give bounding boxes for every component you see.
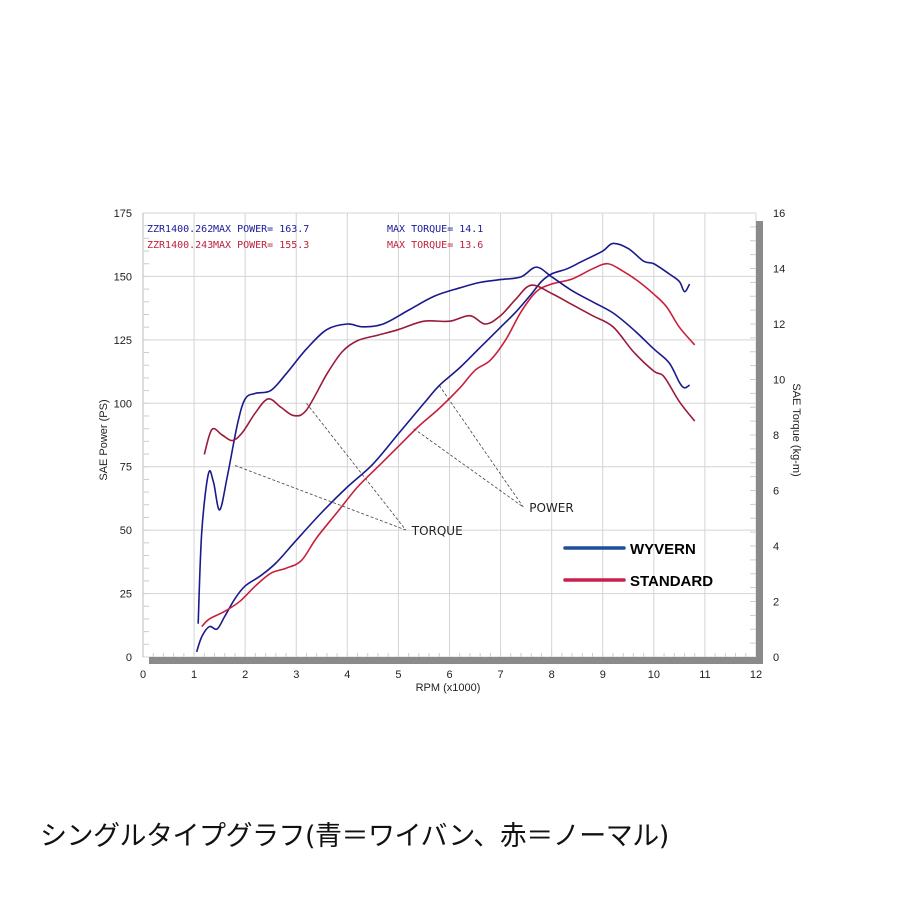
- x-tick-label: 12: [750, 669, 762, 681]
- x-tick-label: 8: [549, 669, 555, 681]
- y2-tick-label: 4: [773, 541, 779, 553]
- series-wyvern-power: [195, 242, 691, 653]
- x-tick-label: 11: [699, 669, 710, 681]
- x-tick-label: 4: [344, 669, 350, 681]
- y2-tick-label: 12: [773, 319, 785, 331]
- series-standard-power: [201, 262, 696, 628]
- x-tick-label: 0: [140, 669, 146, 681]
- legend-label-standard: STANDARD: [630, 573, 713, 590]
- annotation-torque: TORQUE: [411, 524, 463, 538]
- y-tick-label: 150: [114, 271, 132, 283]
- y2-tick-label: 6: [773, 486, 779, 498]
- y2-tick-label: 14: [773, 264, 785, 276]
- y2-axis-bar: [756, 221, 763, 664]
- y2-tick-label: 16: [773, 208, 785, 220]
- y-tick-label: 25: [120, 589, 132, 601]
- max-power-value: MAX POWER= 163.7: [213, 224, 309, 235]
- annotation-leader: [234, 465, 406, 531]
- annotation-leader: [413, 428, 524, 508]
- y-tick-label: 175: [114, 208, 132, 220]
- max-power-value: MAX POWER= 155.3: [213, 240, 309, 251]
- y2-axis-label: SAE Torque (kg-m): [790, 383, 802, 476]
- y2-tick-label: 0: [773, 652, 779, 664]
- y2-tick-label: 8: [773, 430, 779, 442]
- x-tick-label: 1: [191, 669, 197, 681]
- y-tick-label: 0: [126, 652, 132, 664]
- x-tick-label: 5: [395, 669, 401, 681]
- x-axis-label: RPM (x1000): [416, 682, 481, 694]
- y-tick-label: 50: [120, 525, 132, 537]
- x-tick-label: 2: [242, 669, 248, 681]
- x-tick-label: 6: [446, 669, 452, 681]
- y2-tick-label: 2: [773, 597, 779, 609]
- x-tick-label: 3: [293, 669, 299, 681]
- run-id: ZZR1400.243: [147, 240, 213, 251]
- max-torque-value: MAX TORQUE= 14.1: [387, 224, 483, 235]
- y-tick-label: 100: [114, 398, 132, 410]
- chart-caption: シングルタイプグラフ(青＝ワイバン、赤＝ノーマル): [40, 821, 669, 852]
- run-id: ZZR1400.262: [147, 224, 213, 235]
- y-axis-label: SAE Power (PS): [98, 399, 110, 480]
- legend-label-wyvern: WYVERN: [630, 541, 696, 558]
- annotation-leader: [306, 403, 407, 531]
- y-tick-label: 75: [120, 462, 132, 474]
- series-standard-torque: [203, 284, 696, 455]
- y-tick-label: 125: [114, 335, 132, 347]
- y2-tick-label: 10: [773, 375, 785, 387]
- max-torque-value: MAX TORQUE= 13.6: [387, 240, 483, 251]
- x-tick-label: 9: [600, 669, 606, 681]
- x-tick-label: 10: [648, 669, 660, 681]
- series-wyvern-torque: [197, 266, 691, 624]
- x-axis-bar: [149, 657, 763, 664]
- annotation-power: POWER: [529, 501, 573, 515]
- x-tick-label: 7: [498, 669, 504, 681]
